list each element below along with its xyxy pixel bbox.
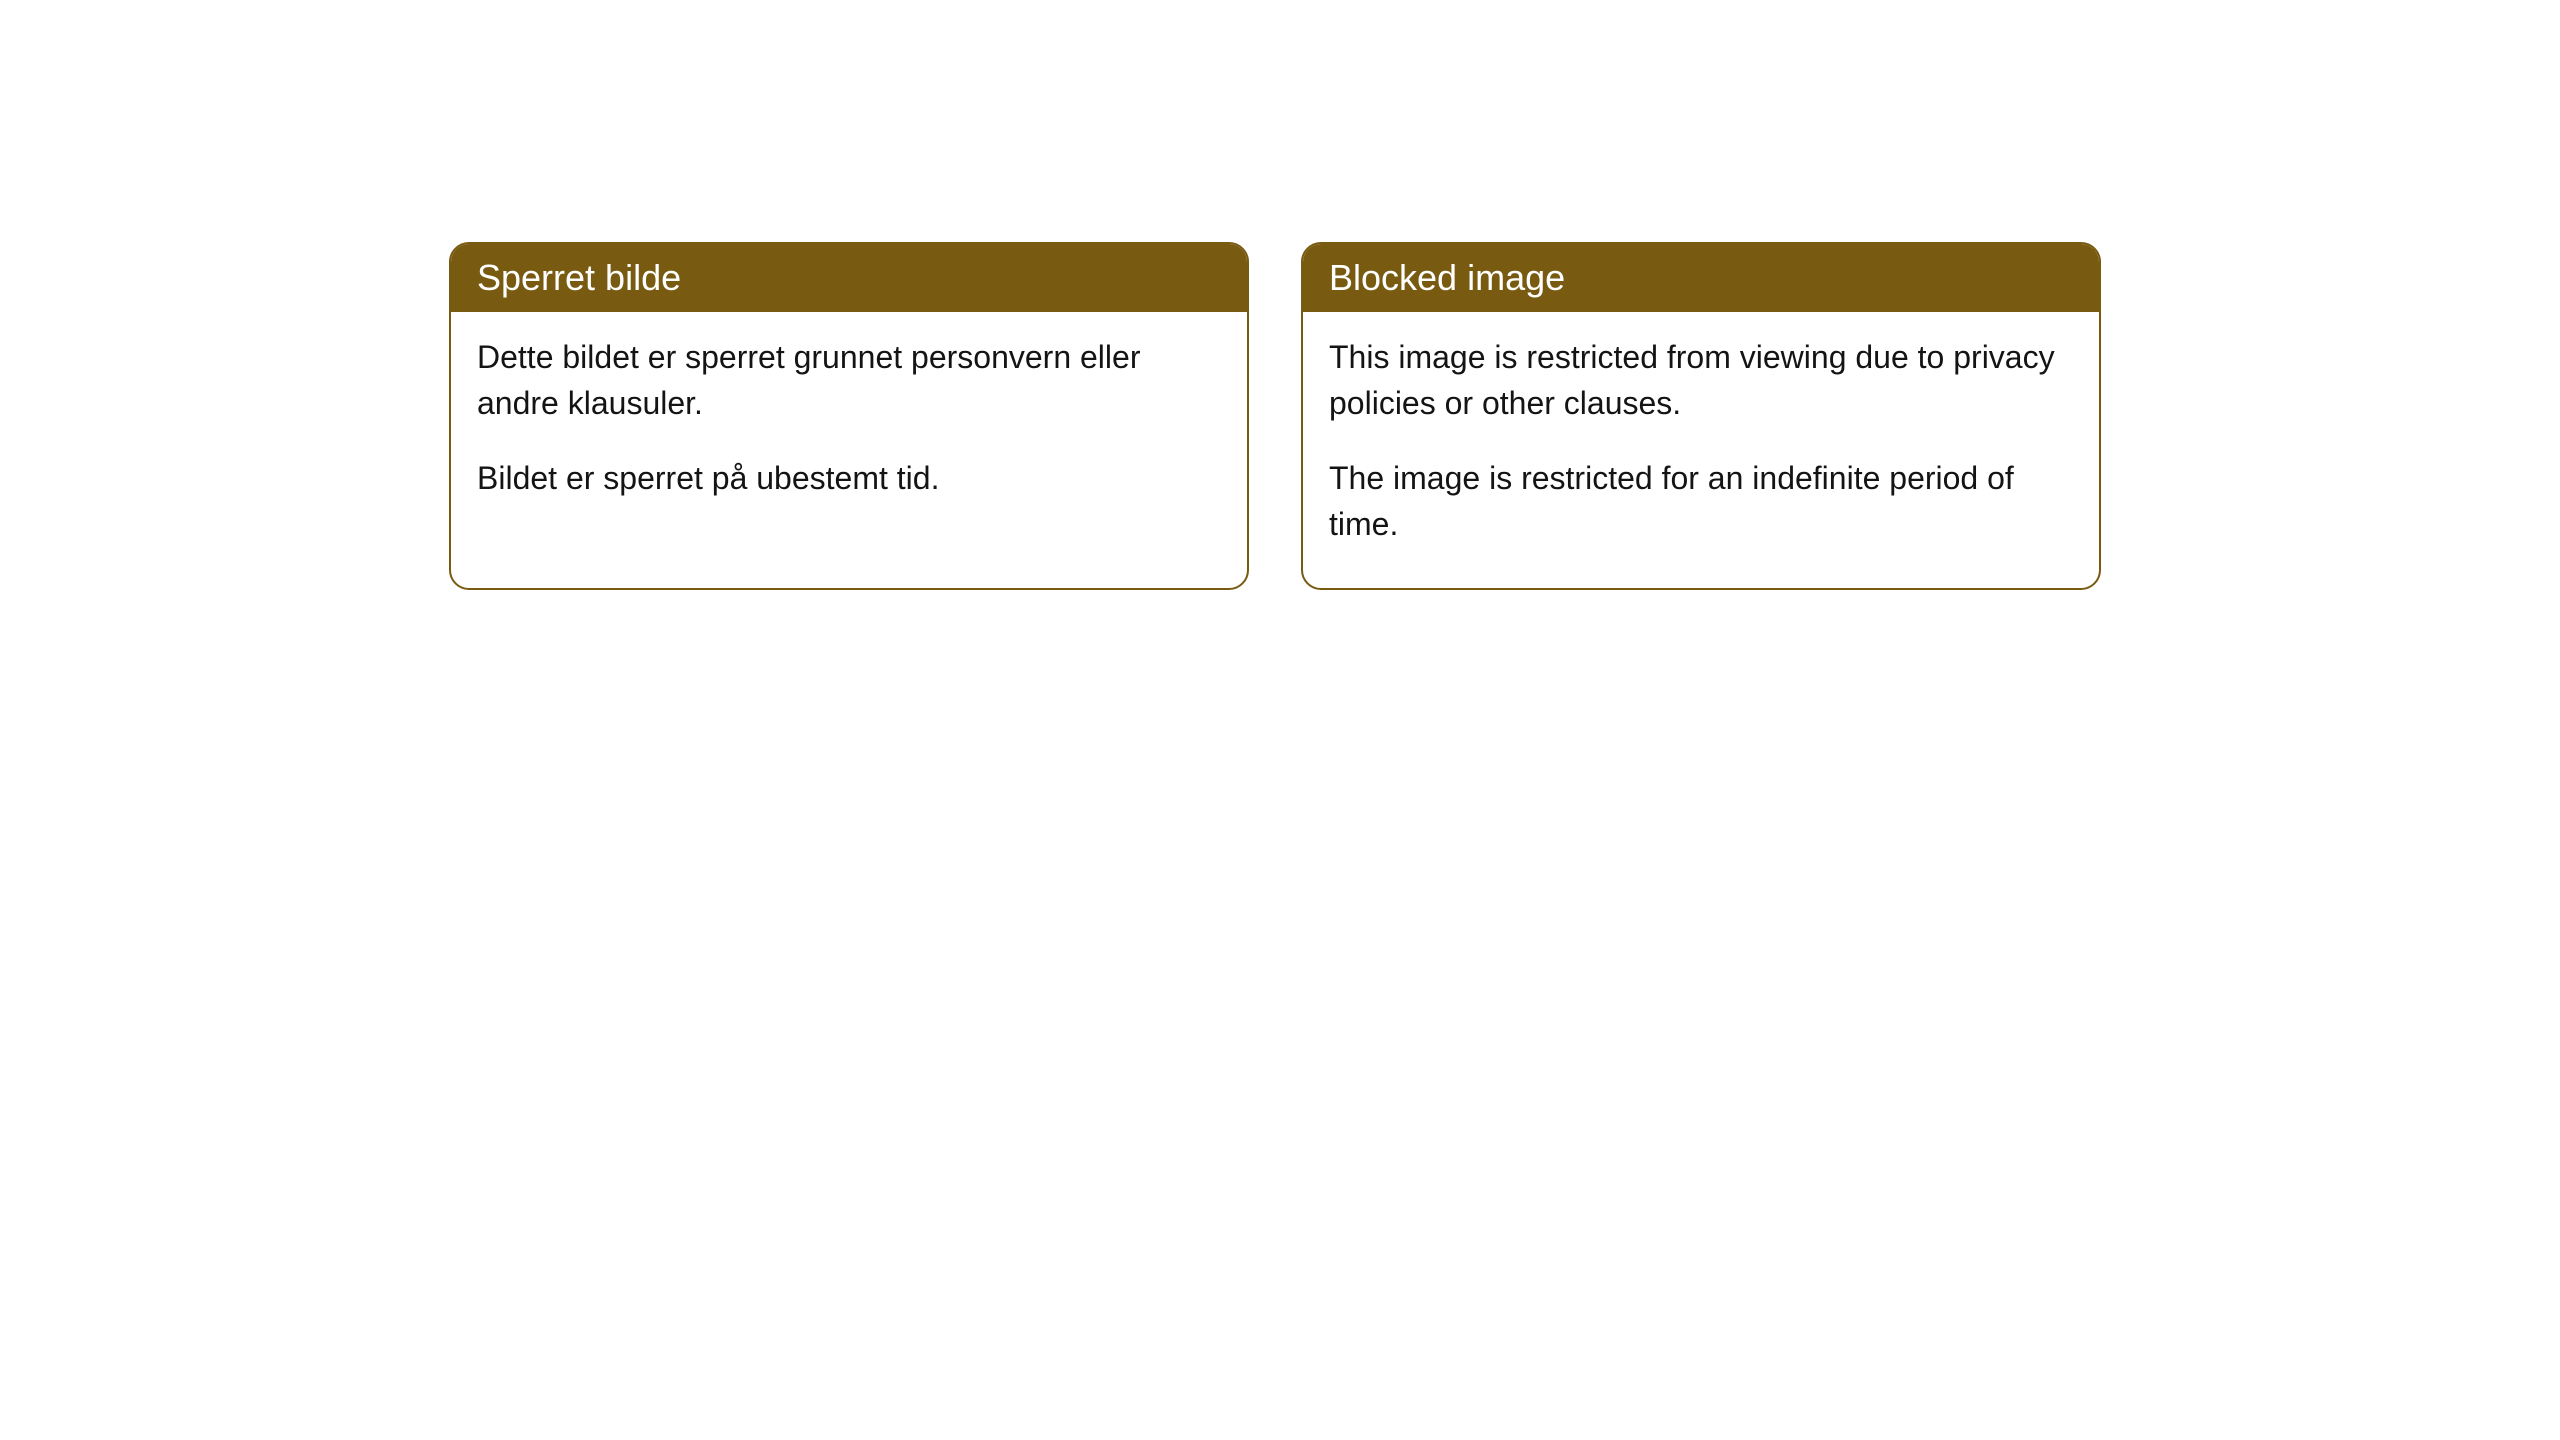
card-body-norwegian: Dette bildet er sperret grunnet personve… (451, 312, 1247, 541)
card-english: Blocked image This image is restricted f… (1301, 242, 2101, 590)
card-paragraph: This image is restricted from viewing du… (1329, 334, 2073, 427)
card-header-norwegian: Sperret bilde (451, 244, 1247, 312)
card-paragraph: The image is restricted for an indefinit… (1329, 455, 2073, 548)
card-paragraph: Bildet er sperret på ubestemt tid. (477, 455, 1221, 501)
cards-container: Sperret bilde Dette bildet er sperret gr… (449, 242, 2101, 590)
card-header-english: Blocked image (1303, 244, 2099, 312)
card-body-english: This image is restricted from viewing du… (1303, 312, 2099, 588)
card-paragraph: Dette bildet er sperret grunnet personve… (477, 334, 1221, 427)
card-norwegian: Sperret bilde Dette bildet er sperret gr… (449, 242, 1249, 590)
